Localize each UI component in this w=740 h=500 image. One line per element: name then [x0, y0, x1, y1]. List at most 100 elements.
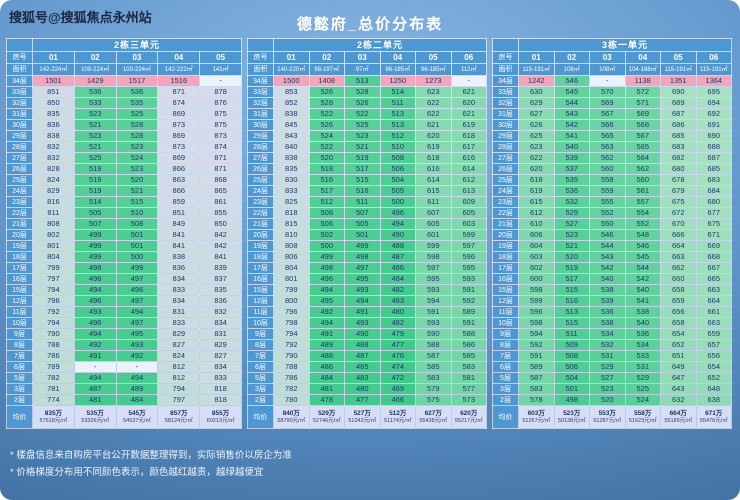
floor-row: 9层 594 511 534 536 654 659	[492, 328, 732, 340]
price-cell: 850	[199, 218, 242, 230]
price-cell: 563	[589, 141, 626, 153]
price-cell: -	[115, 361, 159, 373]
price-cell: 524	[115, 152, 159, 164]
price-cell: 538	[624, 306, 661, 318]
price-cell: 532	[553, 196, 590, 208]
floor-label: 9层	[6, 328, 33, 340]
average-cell: 535万 53326元/㎡	[73, 405, 117, 429]
area-cell: 115-191㎡	[695, 63, 732, 76]
floor-row: 15层 598 515 538 540 658 663	[492, 284, 732, 296]
floor-label: 16层	[6, 273, 33, 285]
unit-number: 04	[157, 51, 201, 64]
floor-row: 31层 838 522 522 513 622 621	[247, 108, 487, 120]
price-cell: 832	[32, 152, 75, 164]
price-cell: 591	[450, 317, 487, 329]
area-cell: 115-191㎡	[518, 63, 555, 76]
floor-row: 18层 603 520 543 545 663 668	[492, 251, 732, 263]
price-cell: 774	[32, 394, 75, 406]
price-cell: 801	[32, 240, 75, 252]
price-cell: 506	[308, 218, 345, 230]
price-cell: 529	[589, 361, 626, 373]
price-cell: 808	[273, 240, 310, 252]
average-total: 527万	[353, 409, 371, 417]
price-cell: 865	[199, 185, 242, 197]
average-cell: 529万 52746元/㎡	[308, 405, 345, 429]
tables-container: 2栋三单元 房号 01 02 03 04 05 面积 142-224㎡ 100-224㎡ 100-2…	[6, 38, 732, 429]
price-cell: 597	[450, 240, 487, 252]
price-cell: 869	[157, 152, 201, 164]
price-cell: 878	[199, 86, 242, 98]
price-cell: 675	[660, 196, 697, 208]
price-cell: 492	[308, 306, 345, 318]
price-cell: 478	[308, 394, 345, 406]
price-cell: 666	[660, 229, 697, 241]
price-cell: 569	[589, 97, 626, 109]
price-cell: 663	[695, 284, 732, 296]
price-cell: 505	[379, 185, 416, 197]
price-cell: 841	[157, 240, 201, 252]
floor-row: 32层 850 533 535 874 876	[6, 97, 242, 109]
floor-label: 7层	[492, 350, 519, 362]
price-cell: 806	[273, 251, 310, 263]
price-cell: 625	[518, 130, 555, 142]
average-unit-price: 51242元/㎡	[348, 418, 377, 425]
floor-row: 28层 840 522 521 510 619 617	[247, 141, 487, 153]
price-cell: 789	[32, 361, 75, 373]
price-cell: 483	[379, 295, 416, 307]
price-cell: 669	[695, 240, 732, 252]
price-cell: 615	[518, 196, 555, 208]
average-unit-price: 51267元/㎡	[522, 418, 551, 425]
price-cell: 504	[379, 174, 416, 186]
price-cell: 829	[157, 328, 201, 340]
average-unit-price: 58790元/㎡	[277, 418, 306, 425]
price-cell: 542	[553, 119, 590, 131]
price-cell: 512	[308, 196, 345, 208]
footnotes: * 楼盘信息来自购房平台公开数据整理得到，实际销售价以房企为准 * 价格梯度分布…	[10, 448, 292, 481]
price-cell: 494	[308, 317, 345, 329]
price-cell: 561	[624, 185, 661, 197]
price-cell: 594	[518, 328, 555, 340]
floor-label: 31层	[492, 108, 519, 120]
price-cell: 577	[450, 383, 487, 395]
floor-row: 6层 788 486 485 474 585 583	[247, 361, 487, 373]
area-cell: 140-220㎡	[273, 63, 310, 76]
price-cell: 479	[379, 328, 416, 340]
price-cell: 632	[660, 394, 697, 406]
price-cell: 868	[199, 174, 242, 186]
floor-row: 22层 811 505 510 851 855	[6, 207, 242, 219]
price-cell: 796	[32, 295, 75, 307]
price-cell: 663	[695, 317, 732, 329]
price-cell: 835	[273, 163, 310, 175]
floor-label: 20层	[6, 229, 33, 241]
price-cell: 622	[518, 152, 555, 164]
price-cell: 605	[450, 207, 487, 219]
floor-label: 25层	[6, 174, 33, 186]
area-cell: 100-224㎡	[115, 63, 159, 76]
price-cell: 524	[624, 394, 661, 406]
floor-label: 24层	[6, 185, 33, 197]
price-cell: 498	[553, 394, 590, 406]
average-total: 558万	[634, 409, 652, 417]
floor-row: 22层 612 529 552 554 672 677	[492, 207, 732, 219]
average-cell: 664万 55189元/㎡	[660, 405, 697, 429]
floor-row: 34层 1242 546-1138 1351 1364	[492, 75, 732, 87]
average-total: 535万	[86, 409, 104, 417]
price-cell: 528	[308, 97, 345, 109]
price-cell: 620	[450, 97, 487, 109]
price-cell: 619	[518, 185, 555, 197]
floor-row: 12层 599 516 539 541 659 664	[492, 295, 732, 307]
floor-row: 26层 835 518 517 506 616 614	[247, 163, 487, 175]
price-cell: 616	[450, 152, 487, 164]
price-cell: 487	[73, 383, 117, 395]
price-cell: 833	[157, 317, 201, 329]
price-cell: 497	[115, 273, 159, 285]
unit-number: 04	[379, 51, 416, 64]
unit-header: 2栋三单元	[32, 38, 242, 52]
price-cell: 657	[695, 339, 732, 351]
floor-row: 10层 598 515 538 540 658 663	[492, 317, 732, 329]
price-cell: 627	[518, 108, 555, 120]
floor-label: 30层	[6, 119, 33, 131]
price-cell: 827	[199, 350, 242, 362]
floor-row: 29层 625 541 565 567 685 690	[492, 130, 732, 142]
price-cell: 484	[379, 273, 416, 285]
